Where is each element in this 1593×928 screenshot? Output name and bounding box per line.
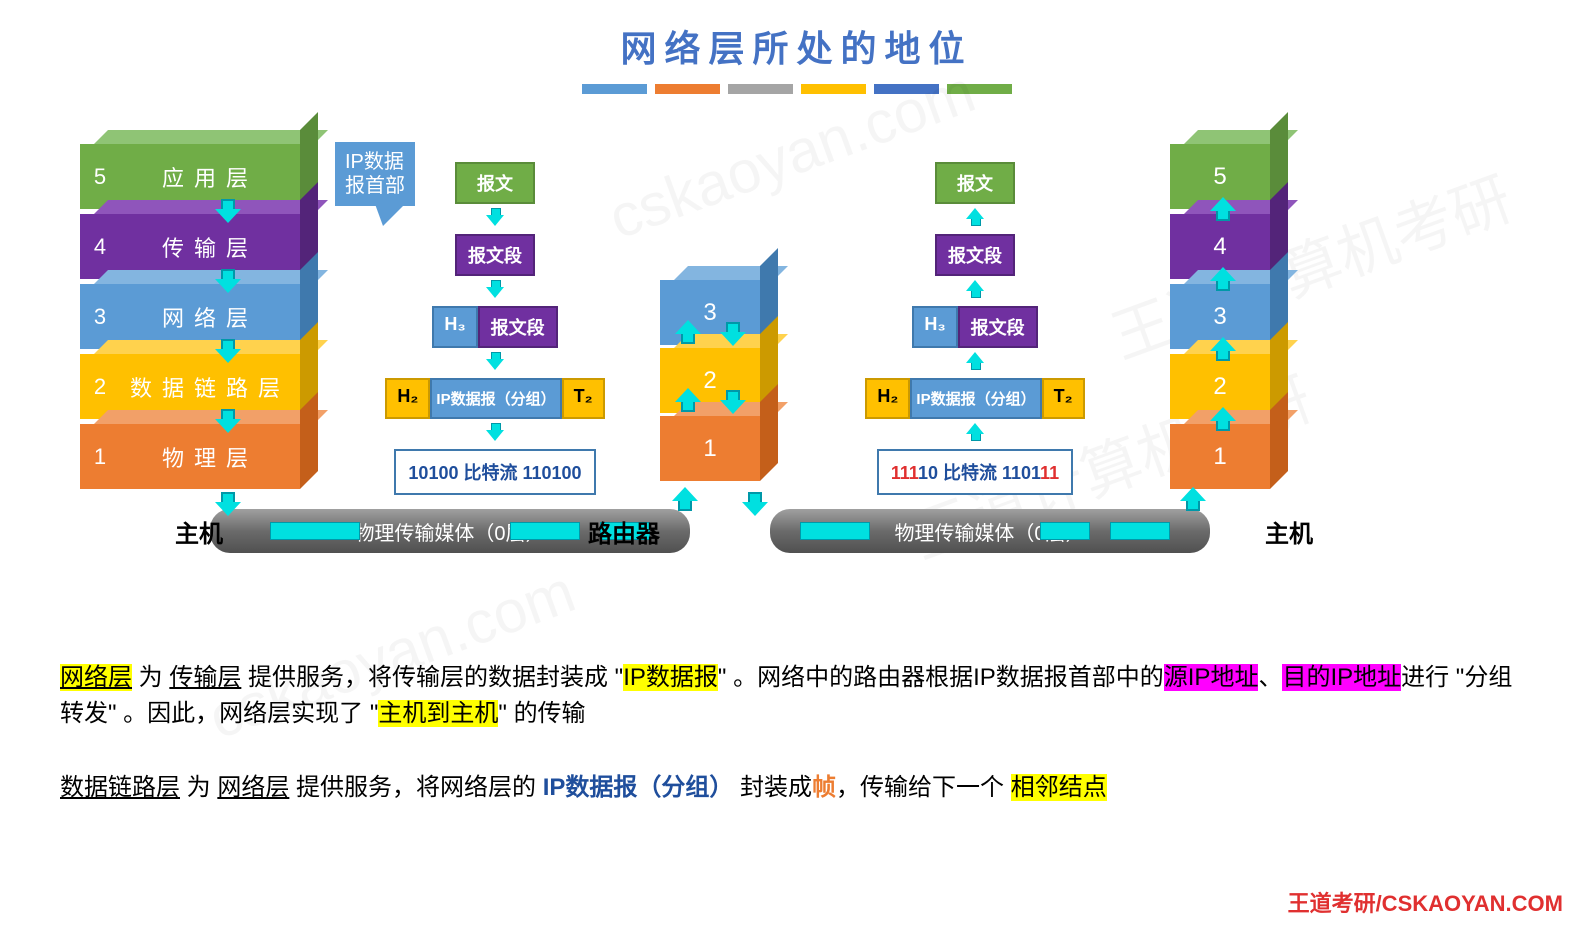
ip-header-h3: H₃ — [432, 306, 477, 348]
pkt-ip-row: H₃ 报文段 — [355, 306, 635, 348]
down-arrow-icon — [215, 269, 237, 291]
down-arrow-icon — [486, 280, 504, 298]
down-arrow-icon — [486, 208, 504, 226]
frame-h2: H₂ — [385, 378, 430, 419]
down-arrow-icon — [215, 199, 237, 221]
down-arrow-icon — [215, 339, 237, 361]
pkt-message: 报文 — [455, 162, 535, 204]
frame-h2: H₂ — [865, 378, 910, 419]
down-arrow-icon — [742, 492, 764, 514]
up-arrow-icon — [675, 322, 697, 344]
host-label: 主机 — [175, 514, 223, 549]
pkt-frame-row: H₂ IP数据报（分组） T₂ — [355, 378, 635, 419]
slide-title: 网络层所处的地位 — [0, 20, 1593, 72]
pkt-bits: 10100 比特流 110100 — [394, 449, 595, 495]
up-arrow-icon — [1210, 409, 1232, 431]
ip-header-h3: H₃ — [912, 306, 957, 348]
pkt-segment-inner: 报文段 — [958, 306, 1038, 348]
ip-datagram-box: IP数据报（分组） — [430, 378, 561, 419]
explanation-para-2: 数据链路层 为 网络层 提供服务，将网络层的 IP数据报（分组） 封装成帧，传输… — [60, 770, 1533, 806]
right-packet-column: 报文 报文段 H₃ 报文段 H₂ IP数据报（分组） T₂ 11110 比特流 … — [835, 154, 1115, 495]
down-arrow-icon — [720, 390, 742, 412]
right-host-stack: 54321 — [1170, 144, 1270, 492]
pkt-ip-row: H₃ 报文段 — [835, 306, 1115, 348]
pkt-bits: 11110 比特流 110111 — [877, 449, 1073, 495]
left-packet-column: 报文 报文段 H₃ 报文段 H₂ IP数据报（分组） T₂ 10100 比特流 … — [355, 154, 635, 495]
up-arrow-icon — [966, 280, 984, 298]
router-label: 路由器 — [588, 514, 660, 549]
up-arrow-icon — [966, 352, 984, 370]
up-arrow-icon — [672, 489, 694, 511]
frame-t2: T₂ — [562, 378, 605, 419]
down-arrow-icon — [486, 352, 504, 370]
up-arrow-icon — [966, 423, 984, 441]
down-arrow-icon — [486, 423, 504, 441]
pkt-segment: 报文段 — [455, 234, 535, 276]
down-arrow-icon — [215, 409, 237, 431]
pkt-message: 报文 — [935, 162, 1015, 204]
pkt-segment-inner: 报文段 — [478, 306, 558, 348]
frame-t2: T₂ — [1042, 378, 1085, 419]
title-color-bars — [0, 84, 1593, 94]
left-host-stack: 5应用层4传输层3网络层2数据链路层1物理层 — [80, 144, 300, 492]
footer-credit: 王道考研/CSKAOYAN.COM — [1288, 886, 1563, 918]
up-arrow-icon — [1210, 199, 1232, 221]
up-arrow-icon — [1210, 339, 1232, 361]
network-layer-diagram: 5应用层4传输层3网络层2数据链路层1物理层 IP数据 报首部 报文 报文段 H… — [0, 124, 1593, 604]
up-arrow-icon — [1210, 269, 1232, 291]
pkt-segment: 报文段 — [935, 234, 1015, 276]
medium-pipe-right: 物理传输媒体（0层） — [770, 509, 1210, 553]
ip-datagram-box: IP数据报（分组） — [910, 378, 1041, 419]
host-label: 主机 — [1265, 514, 1313, 549]
down-arrow-icon — [720, 322, 742, 344]
explanation-para-1: 网络层 为 传输层 提供服务，将传输层的数据封装成 "IP数据报" 。网络中的路… — [60, 660, 1533, 732]
layer-l1: 1物理层 — [80, 424, 300, 489]
layer-l1: 1 — [660, 416, 760, 481]
router-stack: 321 — [660, 280, 760, 484]
up-arrow-icon — [675, 390, 697, 412]
up-arrow-icon — [1180, 489, 1202, 511]
down-arrow-icon — [215, 492, 237, 514]
layer-l1: 1 — [1170, 424, 1270, 489]
up-arrow-icon — [966, 208, 984, 226]
pkt-frame-row: H₂ IP数据报（分组） T₂ — [835, 378, 1115, 419]
